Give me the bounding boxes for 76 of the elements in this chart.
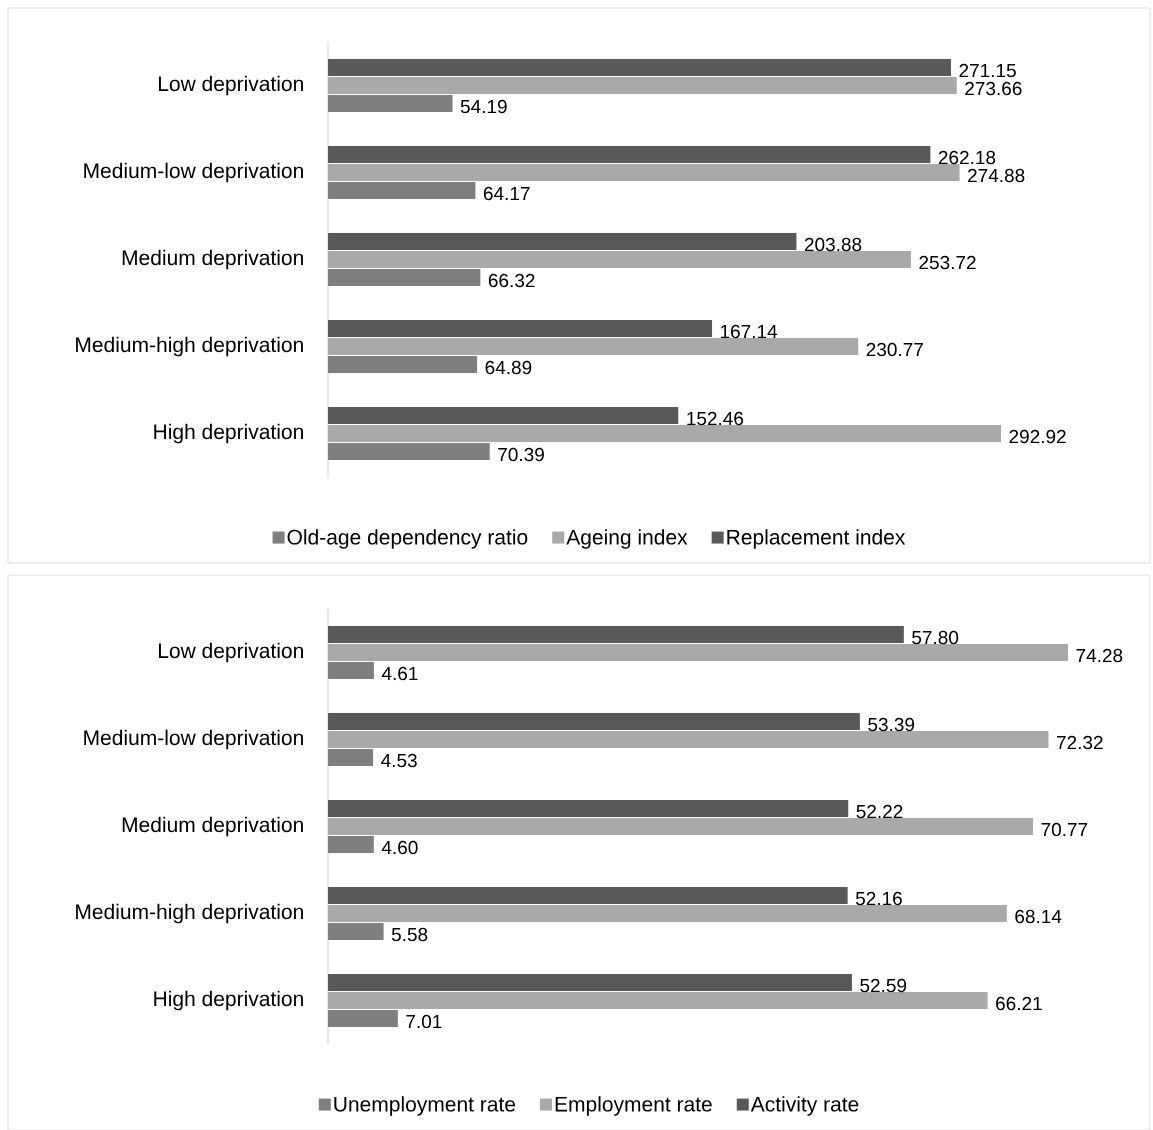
y-tick-label: Low deprivation [158,642,303,663]
bar [328,59,951,77]
bar [328,626,904,644]
legend-label: Employment rate [555,1096,712,1116]
bar [328,923,384,941]
bar [328,77,957,95]
data-label: 70.39 [498,447,544,462]
bar [328,338,859,356]
y-tick-label: High deprivation [154,423,303,444]
bar [328,887,848,905]
y-tick-label: Medium-high deprivation [76,903,303,924]
legend-label: Ageing index [566,529,688,549]
data-label: 253.72 [919,255,976,270]
bar [328,182,476,200]
data-label: 64.89 [485,360,532,375]
bar [328,644,1069,662]
bar [328,164,960,182]
data-label: 52.16 [855,891,902,906]
y-tick-label: High deprivation [154,990,303,1011]
bar [328,407,679,425]
data-label: 7.01 [406,1014,442,1029]
bar [328,974,852,992]
data-label: 66.32 [488,273,535,288]
bar [328,269,481,287]
bar [328,662,374,680]
legend-label: Replacement index [727,529,906,549]
y-tick-label: Low deprivation [158,75,303,96]
y-tick-label: Medium-low deprivation [84,729,303,750]
bar [328,818,1034,836]
legend-label: Unemployment rate [334,1096,516,1116]
data-label: 273.66 [965,81,1022,96]
bar [328,443,490,461]
bar [328,800,849,818]
data-label: 4.61 [381,666,418,681]
y-tick-label: Medium deprivation [122,816,303,837]
legend-label: Activity rate [750,1096,859,1116]
data-label: 72.32 [1056,735,1103,750]
bar [328,95,453,113]
data-label: 70.77 [1041,822,1088,837]
bar [328,233,797,251]
data-label: 54.19 [460,99,507,114]
data-label: 64.17 [483,186,530,201]
data-label: 203.88 [804,237,862,252]
data-label: 52.22 [856,804,903,819]
bar [328,320,713,338]
data-label: 4.60 [381,840,418,855]
data-label: 274.88 [968,168,1025,183]
data-label: 4.53 [381,753,417,768]
bar [328,731,1049,749]
legend-label: Old-age dependency ratio [287,529,528,549]
data-label: 5.58 [391,927,428,942]
bar [328,146,931,164]
data-label: 262.18 [938,150,996,165]
bar [328,905,1007,923]
data-label: 271.15 [959,63,1016,78]
data-label: 57.80 [912,630,959,645]
data-label: 68.14 [1015,909,1062,924]
data-label: 74.28 [1076,648,1123,663]
y-tick-label: Medium-low deprivation [84,162,303,183]
data-label: 53.39 [868,717,915,732]
data-label: 167.14 [720,324,778,339]
bar [328,836,374,854]
bar [328,713,860,731]
data-label: 230.77 [866,342,923,357]
data-label: 66.21 [996,996,1042,1011]
bar [328,251,911,269]
bar [328,356,478,374]
data-label: 292.92 [1009,429,1066,444]
y-tick-label: Medium-high deprivation [76,336,303,357]
bar [328,425,1002,443]
y-tick-label: Medium deprivation [122,249,303,270]
data-label: 152.46 [687,411,744,426]
data-label: 52.59 [860,978,907,993]
bar [328,749,374,767]
bar [328,1010,398,1028]
bar [328,992,988,1010]
